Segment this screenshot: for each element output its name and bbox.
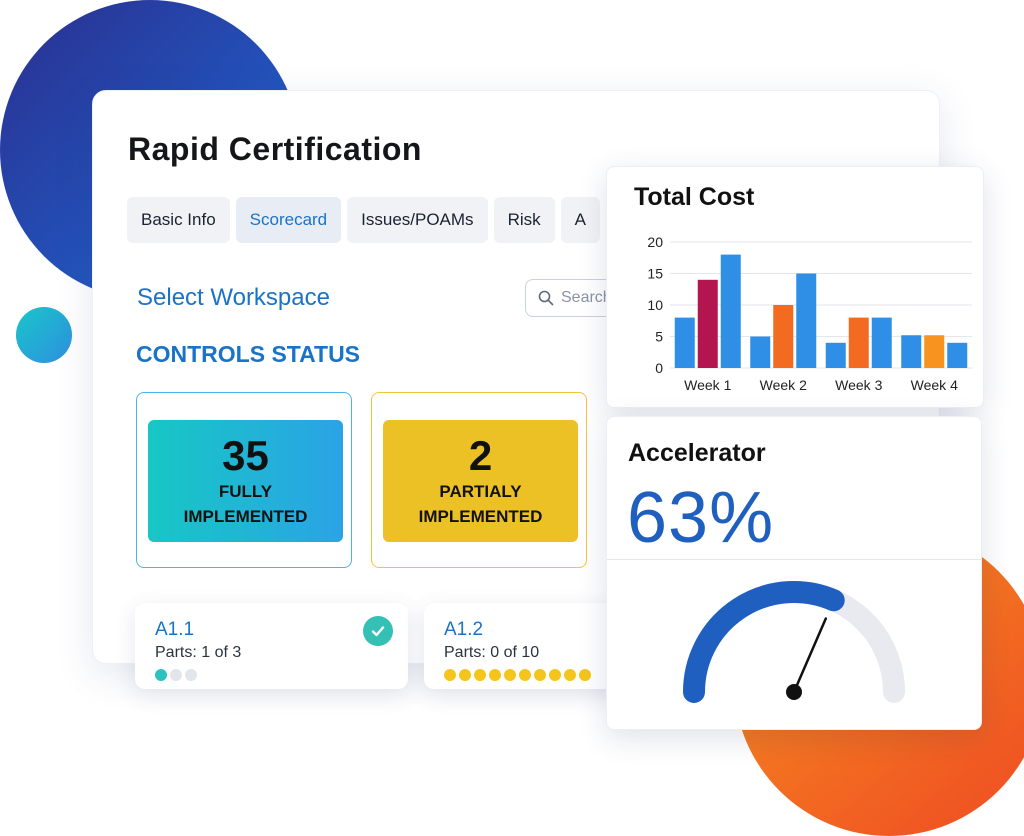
control-card-a1-1[interactable]: A1.1 Parts: 1 of 3	[135, 603, 408, 689]
progress-dot	[459, 669, 471, 681]
bar	[848, 317, 869, 368]
bar	[773, 305, 794, 368]
x-tick-label: Week 3	[835, 377, 882, 393]
bar	[947, 342, 968, 368]
stat-label-line1: PARTIALY	[439, 482, 522, 501]
search-placeholder: Search	[561, 289, 612, 306]
progress-dot	[155, 669, 167, 681]
y-tick-label: 20	[647, 234, 663, 250]
y-tick-label: 15	[647, 266, 663, 282]
stat-value: 2	[468, 432, 493, 479]
controls-status-heading: CONTROLS STATUS	[136, 341, 361, 367]
x-tick-label: Week 1	[684, 377, 731, 393]
x-tick-label: Week 2	[760, 377, 807, 393]
select-workspace-link[interactable]: Select Workspace	[137, 284, 330, 311]
stat-label-line2: IMPLEMENTED	[418, 507, 543, 526]
stat-label-line2: IMPLEMENTED	[183, 507, 308, 526]
bar	[697, 279, 718, 368]
x-tick-label: Week 4	[911, 377, 958, 393]
progress-dot	[564, 669, 576, 681]
control-code: A1.1	[155, 619, 195, 640]
stat-card-inner: 35 FULLY IMPLEMENTED	[148, 420, 343, 542]
page-title: Rapid Certification	[128, 131, 422, 167]
total-cost-chart: 0 5 10 15 20 Week 1 Week 2 Week 3 Week 4	[647, 234, 972, 393]
total-cost-panel: Total Cost 0 5 10 15 20 Week 1 Week 2 Week 3 Wee…	[606, 166, 984, 408]
progress-dot	[579, 669, 591, 681]
progress-dot	[185, 669, 197, 681]
progress-dot	[444, 669, 456, 681]
control-code: A1.2	[444, 619, 484, 640]
y-tick-label: 5	[655, 329, 663, 345]
control-card-a1-2[interactable]: A1.2 Parts: 0 of 10	[424, 603, 624, 689]
gauge-fill	[683, 581, 845, 703]
stat-card-fully-implemented[interactable]: 35 FULLY IMPLEMENTED	[136, 392, 352, 568]
accelerator-panel: Accelerator 63%	[606, 416, 982, 730]
control-parts: Parts: 0 of 10	[444, 644, 540, 661]
y-tick-label: 0	[655, 360, 663, 376]
control-parts: Parts: 1 of 3	[155, 644, 242, 661]
stat-value: 35	[222, 432, 269, 479]
tab-basic-info[interactable]: Basic Info	[127, 197, 230, 243]
tab-issues-poams[interactable]: Issues/POAMs	[347, 197, 488, 243]
bar	[720, 254, 741, 368]
progress-dot	[170, 669, 182, 681]
tab-risk[interactable]: Risk	[493, 197, 555, 243]
search-icon	[538, 290, 554, 306]
gauge-needle	[792, 617, 828, 694]
bar	[924, 335, 945, 368]
bar	[871, 317, 892, 368]
stat-card-partially-implemented[interactable]: 2 PARTIALY IMPLEMENTED	[371, 392, 587, 568]
accelerator-gauge	[683, 581, 905, 703]
accelerator-title: Accelerator	[628, 439, 766, 467]
bar	[674, 317, 695, 368]
gauge-pivot	[786, 684, 802, 700]
divider	[607, 559, 981, 560]
bar	[825, 342, 846, 368]
progress-dot	[489, 669, 501, 681]
bar	[750, 336, 771, 368]
tab-bar: Basic Info Scorecard Issues/POAMs Risk A	[127, 197, 600, 243]
tab-truncated[interactable]: A	[560, 197, 600, 243]
progress-dot	[504, 669, 516, 681]
tab-scorecard[interactable]: Scorecard	[235, 197, 342, 243]
stat-card-inner: 2 PARTIALY IMPLEMENTED	[383, 420, 578, 542]
progress-dots	[155, 669, 197, 681]
accelerator-value: 63%	[627, 478, 775, 558]
progress-dot	[474, 669, 486, 681]
bar	[901, 335, 922, 368]
progress-dots	[444, 669, 591, 681]
progress-dot	[549, 669, 561, 681]
stat-label-line1: FULLY	[218, 482, 273, 501]
total-cost-title: Total Cost	[634, 183, 755, 211]
check-icon	[363, 616, 393, 646]
decor-teal-dot	[16, 307, 72, 363]
bar	[796, 273, 817, 368]
progress-dot	[519, 669, 531, 681]
progress-dot	[534, 669, 546, 681]
y-tick-label: 10	[647, 297, 663, 313]
